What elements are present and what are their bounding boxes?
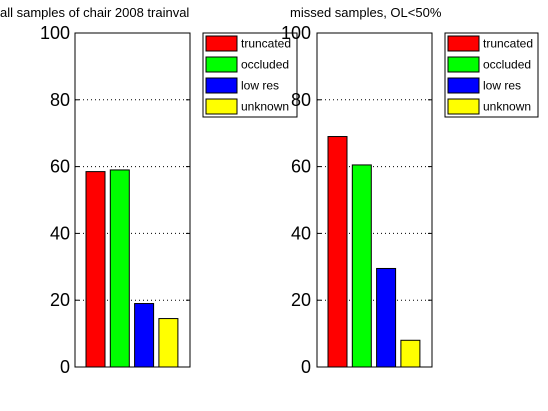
- y-tick-label: 0: [60, 357, 70, 377]
- y-tick-label: 100: [40, 23, 70, 43]
- legend-label-low-res: low res: [241, 79, 279, 93]
- right-chart-panel: missed samples, OL<50% 0 20 40 60 80 100 trunca…: [281, 5, 539, 377]
- legend-swatch-low-res: [447, 77, 480, 94]
- bar-occluded: [351, 164, 372, 368]
- plot-area-frame: [74, 32, 191, 368]
- y-tick-label: 100: [281, 23, 311, 43]
- legend-swatch-truncated: [447, 35, 480, 52]
- legend-swatch-occluded: [205, 56, 238, 73]
- bar-truncated: [85, 171, 106, 368]
- left-chart-panel: all samples of chair 2008 trainval 0 20 40 6…: [0, 5, 298, 377]
- chart-title: all samples of chair 2008 trainval: [0, 5, 189, 20]
- legend-label-truncated: truncated: [241, 37, 291, 51]
- y-tick-label: 60: [291, 157, 311, 177]
- legend-swatch-truncated: [205, 35, 238, 52]
- legend-label-low-res: low res: [483, 79, 521, 93]
- chart-title: missed samples, OL<50%: [290, 5, 442, 20]
- y-tick-label: 40: [291, 223, 311, 243]
- bar-truncated: [327, 136, 348, 368]
- legend-label-unknown: unknown: [241, 100, 289, 114]
- bar-unknown: [158, 318, 179, 368]
- legend: truncated occluded low res unknown: [202, 32, 298, 118]
- y-tick-label: 20: [50, 290, 70, 310]
- legend-label-truncated: truncated: [483, 37, 533, 51]
- legend-label-unknown: unknown: [483, 100, 531, 114]
- legend-swatch-unknown: [447, 98, 480, 115]
- y-tick-label: 0: [301, 357, 311, 377]
- y-tick-label: 80: [291, 90, 311, 110]
- legend-label-occluded: occluded: [241, 58, 289, 72]
- y-tick-label: 40: [50, 223, 70, 243]
- bar-unknown: [400, 339, 421, 368]
- bar-low-res: [376, 267, 397, 368]
- legend-swatch-occluded: [447, 56, 480, 73]
- y-tick-label: 80: [50, 90, 70, 110]
- legend-swatch-low-res: [205, 77, 238, 94]
- legend-label-occluded: occluded: [483, 58, 531, 72]
- y-tick-label: 20: [291, 290, 311, 310]
- plot-area-frame: [316, 32, 433, 368]
- legend-swatch-unknown: [205, 98, 238, 115]
- bar-occluded: [109, 169, 130, 368]
- legend: truncated occluded low res unknown: [444, 32, 539, 118]
- y-tick-label: 60: [50, 157, 70, 177]
- bar-low-res: [134, 303, 155, 368]
